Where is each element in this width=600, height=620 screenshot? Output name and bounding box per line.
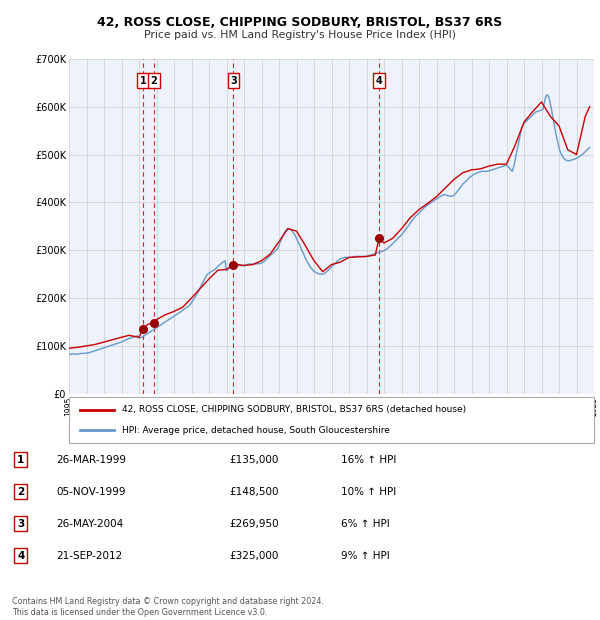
Text: 2: 2 (151, 76, 157, 86)
Text: 1: 1 (17, 454, 25, 465)
Text: This data is licensed under the Open Government Licence v3.0.: This data is licensed under the Open Gov… (12, 608, 268, 617)
Text: 16% ↑ HPI: 16% ↑ HPI (341, 454, 397, 465)
Text: 05-NOV-1999: 05-NOV-1999 (56, 487, 125, 497)
Text: 6% ↑ HPI: 6% ↑ HPI (341, 519, 390, 529)
Text: 9% ↑ HPI: 9% ↑ HPI (341, 551, 390, 561)
Text: £325,000: £325,000 (229, 551, 279, 561)
Text: 4: 4 (17, 551, 25, 561)
Text: 3: 3 (17, 519, 25, 529)
Text: 42, ROSS CLOSE, CHIPPING SODBURY, BRISTOL, BS37 6RS (detached house): 42, ROSS CLOSE, CHIPPING SODBURY, BRISTO… (121, 405, 466, 414)
Text: £269,950: £269,950 (229, 519, 279, 529)
Text: 3: 3 (230, 76, 237, 86)
Text: 10% ↑ HPI: 10% ↑ HPI (341, 487, 397, 497)
Text: 26-MAR-1999: 26-MAR-1999 (56, 454, 126, 465)
Text: Price paid vs. HM Land Registry's House Price Index (HPI): Price paid vs. HM Land Registry's House … (144, 30, 456, 40)
Text: 26-MAY-2004: 26-MAY-2004 (56, 519, 123, 529)
Text: 2: 2 (17, 487, 25, 497)
Text: 42, ROSS CLOSE, CHIPPING SODBURY, BRISTOL, BS37 6RS: 42, ROSS CLOSE, CHIPPING SODBURY, BRISTO… (97, 16, 503, 29)
Text: 21-SEP-2012: 21-SEP-2012 (56, 551, 122, 561)
Text: 1: 1 (140, 76, 146, 86)
Text: 4: 4 (376, 76, 382, 86)
FancyBboxPatch shape (69, 397, 594, 443)
Text: £135,000: £135,000 (229, 454, 279, 465)
Text: HPI: Average price, detached house, South Gloucestershire: HPI: Average price, detached house, Sout… (121, 426, 389, 435)
Text: £148,500: £148,500 (229, 487, 279, 497)
Text: Contains HM Land Registry data © Crown copyright and database right 2024.: Contains HM Land Registry data © Crown c… (12, 597, 324, 606)
